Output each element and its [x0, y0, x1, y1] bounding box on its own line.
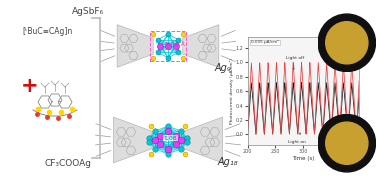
Ag₁₈	[357, 80, 361, 82]
Text: Ag₉: Ag₉	[215, 63, 231, 73]
Line: Ag₉: Ag₉	[248, 83, 359, 134]
Polygon shape	[184, 117, 223, 163]
Ag₁₈	[333, 68, 338, 71]
Polygon shape	[117, 25, 153, 67]
Text: 6.50 Å: 6.50 Å	[165, 41, 184, 46]
Ag₉	[353, 128, 358, 130]
Circle shape	[326, 122, 368, 164]
Y-axis label: Photocurrent density (μA/cm²): Photocurrent density (μA/cm²)	[230, 58, 234, 124]
Ag₉	[251, 103, 256, 105]
Text: [ᵗBuC≡CAg]n: [ᵗBuC≡CAg]n	[22, 26, 72, 36]
Circle shape	[318, 14, 375, 71]
Ag₁₈	[300, 66, 304, 69]
Legend: Ag₉, Ag₁₈: Ag₉, Ag₁₈	[338, 39, 357, 51]
Ag₉	[297, 118, 301, 121]
Ag₁₈	[299, 61, 304, 63]
Ag₉	[299, 81, 304, 84]
Ag₁₈	[245, 133, 250, 135]
Ag₁₈	[353, 126, 358, 128]
Ag₉	[333, 87, 338, 89]
Text: CF₃COOAg: CF₃COOAg	[45, 160, 91, 169]
Ag₁₈	[251, 91, 256, 94]
Circle shape	[318, 115, 375, 172]
Polygon shape	[113, 117, 152, 163]
Text: 1.08: 1.08	[163, 135, 177, 140]
Text: Light off: Light off	[285, 56, 304, 70]
Text: AgSbF₆: AgSbF₆	[72, 7, 104, 15]
Ag₉	[354, 129, 358, 131]
Polygon shape	[183, 25, 219, 67]
Text: +: +	[21, 76, 39, 96]
Ag₉	[300, 85, 304, 87]
X-axis label: Time (s): Time (s)	[292, 156, 314, 161]
Text: Light on: Light on	[288, 133, 305, 144]
Ag₉	[357, 95, 361, 97]
Text: Ag₁₈: Ag₁₈	[218, 157, 238, 167]
Circle shape	[326, 22, 368, 64]
Ag₁₈	[354, 127, 358, 129]
Line: Ag₁₈: Ag₁₈	[248, 62, 359, 134]
Ag₉	[245, 133, 250, 135]
Ag₁₈	[297, 113, 301, 115]
Text: 0.005 μA/cm²: 0.005 μA/cm²	[251, 40, 279, 44]
